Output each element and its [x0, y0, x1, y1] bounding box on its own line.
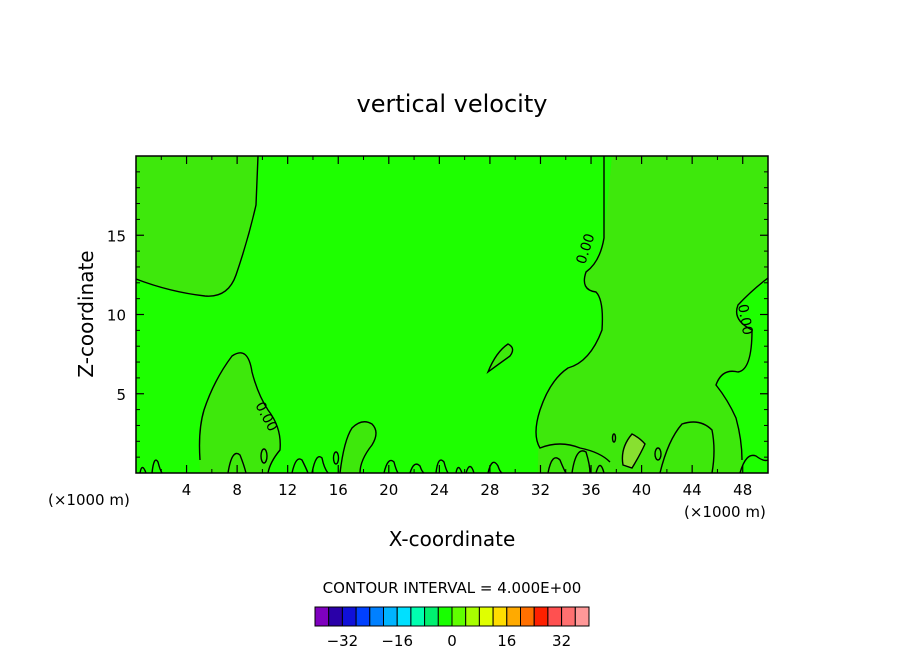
colorbar-swatch [341, 606, 357, 627]
y-tick-label: 10 [107, 307, 126, 325]
colorbar-swatch [437, 606, 453, 627]
x-tick-label: 36 [581, 481, 600, 499]
colorbar-swatch [520, 606, 535, 627]
colorbar-swatch [369, 606, 384, 627]
colorbar-tick-labels: −32 −16 0 16 32 [327, 632, 572, 650]
x-tick-label: 40 [632, 481, 651, 499]
zero-contours [135, 155, 769, 474]
colorbar-swatch [478, 606, 494, 627]
y-axis-label: Z-coordinate [74, 250, 98, 377]
x-axis-label: X-coordinate [389, 527, 516, 551]
colorbar-swatch [547, 606, 563, 627]
colorbar-tick-label: 0 [447, 632, 457, 650]
x-tick-label: 28 [480, 481, 499, 499]
colorbar-swatch [355, 606, 371, 627]
y-tick-label: 15 [107, 227, 126, 245]
colorbar-tick-label: −32 [327, 632, 359, 650]
colorbar-tick-label: 32 [552, 632, 571, 650]
y-tick-labels: 5 10 15 [107, 227, 126, 404]
colorbar-swatch [451, 606, 467, 627]
x-tick-label: 24 [430, 481, 449, 499]
colorbar-swatch [424, 606, 439, 627]
colorbar-swatch [410, 606, 426, 627]
positive-region [136, 156, 258, 297]
colorbar-swatch [561, 606, 576, 627]
x-tick-label: 32 [531, 481, 550, 499]
x-tick-label: 16 [329, 481, 348, 499]
x-tick-label: 8 [232, 481, 242, 499]
x-tick-label: 44 [683, 481, 702, 499]
positive-region [199, 352, 281, 473]
colorbar-tick-label: −16 [381, 632, 413, 650]
colorbar-swatch [492, 606, 508, 627]
positive-region [538, 156, 768, 473]
strong-positive-region [622, 434, 645, 468]
colorbar-swatch [396, 606, 412, 627]
colorbar-swatch [328, 606, 343, 627]
x-unit-left: (×1000 m) [48, 491, 130, 509]
colorbar [314, 606, 590, 627]
chart-title: vertical velocity [357, 90, 548, 118]
x-tick-label: 4 [182, 481, 192, 499]
contour-interval: CONTOUR INTERVAL = 4.000E+00 [323, 579, 582, 597]
x-unit-right: (×1000 m) [684, 503, 766, 521]
colorbar-swatch [314, 606, 330, 627]
colorbar-swatch [383, 606, 398, 627]
colorbar-swatch [465, 606, 480, 627]
colorbar-swatch [574, 606, 590, 627]
axis-ticks [136, 156, 768, 473]
y-tick-label: 5 [116, 386, 126, 404]
plot-area: 0.00 0.00 0.00 [135, 155, 769, 474]
colorbar-tick-label: 16 [497, 632, 516, 650]
x-tick-label: 48 [733, 481, 752, 499]
colorbar-swatch [533, 606, 549, 627]
x-tick-labels: 4 8 12 16 20 24 28 32 36 40 44 48 [182, 481, 752, 499]
positive-region [488, 344, 513, 372]
x-tick-label: 12 [278, 481, 297, 499]
x-tick-label: 20 [379, 481, 398, 499]
colorbar-swatch [506, 606, 521, 627]
contour-label: 0.00 [734, 303, 755, 336]
